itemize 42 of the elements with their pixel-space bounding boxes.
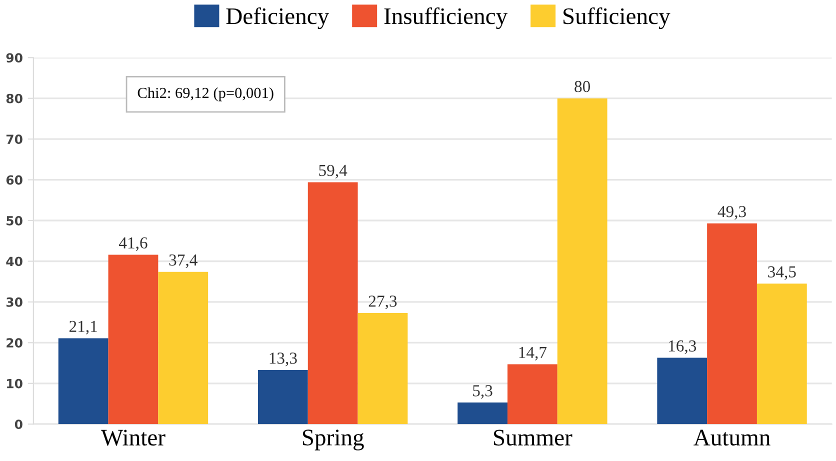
x-tick-label: Summer (494, 430, 572, 446)
y-tick-label: 70 (6, 134, 22, 144)
data-label: 37,4 (169, 254, 198, 268)
data-label: 5,3 (473, 385, 492, 399)
annotation: Chi2: 69,12 (p=0,001) (138, 87, 274, 102)
y-tick-label: 20 (6, 338, 22, 348)
y-tick-label: 80 (6, 94, 22, 104)
bar (756, 284, 807, 424)
data-label: 14,7 (519, 346, 547, 360)
data-label: 80 (574, 80, 590, 92)
bar (258, 370, 308, 424)
y-tick-label: 10 (7, 378, 22, 388)
bar (108, 254, 158, 424)
data-label: 41,6 (118, 237, 148, 251)
bar (557, 98, 608, 424)
x-tick-label: Winter (100, 430, 166, 446)
x-tick-label: Autumn (694, 430, 770, 446)
data-label: 27,3 (368, 296, 397, 310)
data-label: 59,4 (319, 164, 348, 178)
legend-label: Sufficiency (564, 7, 670, 30)
bar (158, 272, 208, 424)
data-label: 21,1 (69, 320, 97, 334)
y-tick-label: 60 (6, 175, 22, 185)
y-tick-label: 50 (6, 216, 22, 226)
data-label: 34,5 (768, 266, 796, 280)
y-tick-label: 40 (6, 256, 22, 266)
data-label: 13,3 (270, 352, 297, 366)
bar (458, 402, 508, 424)
legend-label: Deficiency (226, 7, 330, 30)
bar (58, 338, 108, 424)
legend-label: Insufficiency (384, 7, 508, 30)
data-label: 49,3 (718, 206, 746, 220)
bar (657, 358, 708, 424)
y-tick-label: 30 (6, 297, 22, 307)
bar (308, 182, 358, 424)
bar (707, 223, 757, 424)
x-tick-label: Spring (302, 430, 364, 450)
data-label: 16,3 (669, 340, 696, 354)
y-tick-label: 90 (6, 53, 22, 63)
bar (358, 312, 408, 424)
y-tick-label: 0 (14, 420, 22, 430)
bar (507, 364, 558, 424)
